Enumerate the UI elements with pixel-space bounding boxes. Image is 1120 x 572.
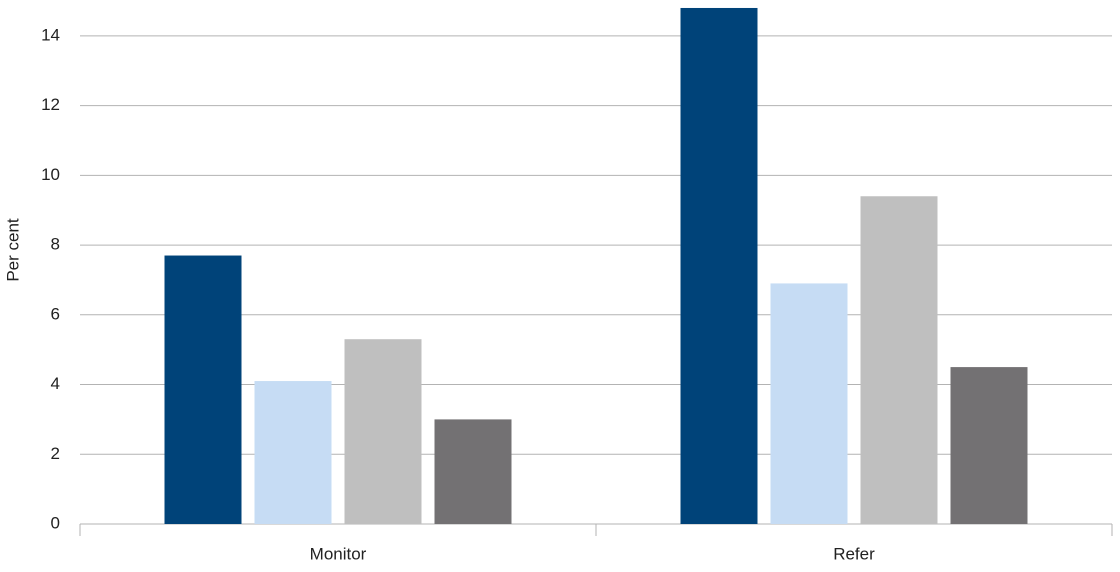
y-tick-label: 8: [51, 235, 60, 254]
bar: [680, 7, 758, 525]
y-tick-label: 12: [41, 95, 60, 114]
x-tick-label: Monitor: [310, 544, 367, 563]
bar: [254, 381, 332, 524]
y-tick-label: 14: [41, 25, 60, 44]
bar: [770, 283, 848, 524]
y-axis-label: Per cent: [3, 218, 22, 282]
bar: [860, 196, 938, 524]
bar: [164, 255, 242, 524]
y-tick-label: 4: [51, 374, 60, 393]
bar: [950, 367, 1028, 524]
y-tick-label: 0: [51, 513, 60, 532]
y-tick-label: 2: [51, 444, 60, 463]
bar: [344, 339, 422, 524]
bar: [434, 419, 512, 524]
y-tick-label: 10: [41, 165, 60, 184]
x-tick-label: Refer: [833, 544, 875, 563]
y-tick-label: 6: [51, 304, 60, 323]
